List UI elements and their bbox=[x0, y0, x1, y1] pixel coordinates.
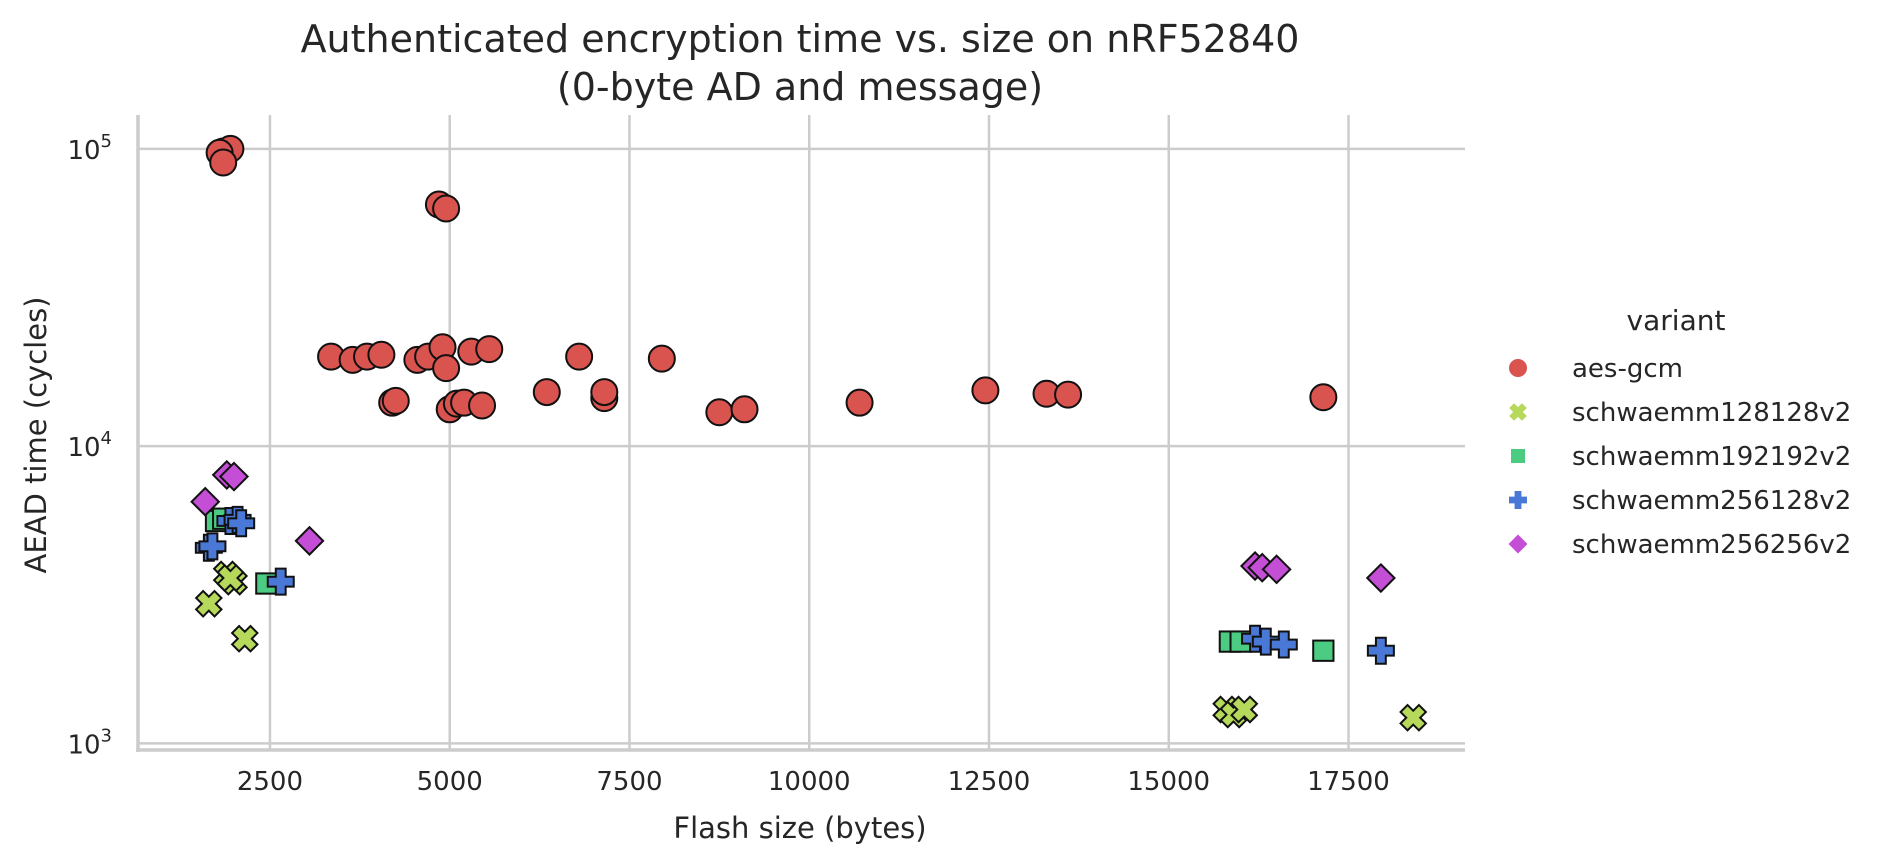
data-point bbox=[227, 509, 256, 538]
x-tick-label: 12500 bbox=[948, 767, 1031, 797]
legend-label: aes-gcm bbox=[1572, 354, 1683, 384]
y-axis-label: AEAD time (cycles) bbox=[19, 297, 53, 574]
legend-entry: schwaemm256128v2 bbox=[1509, 486, 1851, 516]
series-schwaemm128128v2 bbox=[194, 560, 1428, 732]
data-point bbox=[216, 563, 245, 593]
data-point bbox=[198, 532, 227, 561]
series-schwaemm192192v2 bbox=[204, 507, 1335, 662]
data-point bbox=[294, 525, 325, 556]
data-point bbox=[1365, 562, 1396, 594]
legend-label: schwaemm192192v2 bbox=[1572, 442, 1851, 472]
legend-label: schwaemm128128v2 bbox=[1572, 398, 1851, 428]
legend-marker bbox=[1509, 359, 1527, 377]
axes bbox=[136, 115, 1465, 752]
data-point bbox=[1399, 703, 1428, 732]
data-point bbox=[218, 461, 250, 492]
series-aes-gcm bbox=[205, 134, 1338, 427]
legend-entry: aes-gcm bbox=[1509, 354, 1683, 384]
data-point bbox=[367, 340, 396, 369]
data-point bbox=[705, 398, 734, 427]
x-tick-label: 10000 bbox=[768, 767, 851, 797]
data-point bbox=[1312, 639, 1335, 662]
legend-entry: schwaemm256256v2 bbox=[1508, 530, 1851, 560]
x-tick-label: 2500 bbox=[237, 767, 303, 797]
data-point bbox=[590, 378, 619, 407]
data-point bbox=[381, 386, 410, 415]
legend: variant aes-gcm schwaemm128128v2 schwaemm1… bbox=[1508, 304, 1851, 560]
data-point bbox=[1269, 630, 1298, 659]
data-point bbox=[432, 354, 461, 383]
legend-marker bbox=[1509, 403, 1527, 421]
legend-label: schwaemm256128v2 bbox=[1572, 486, 1851, 516]
y-tick-label: 105 bbox=[67, 131, 112, 166]
data-point bbox=[565, 342, 594, 371]
y-tick-labels: 103 104 105 bbox=[67, 131, 112, 761]
data-point bbox=[230, 624, 259, 653]
legend-marker bbox=[1509, 491, 1527, 509]
legend-title: variant bbox=[1627, 304, 1726, 337]
data-point bbox=[1054, 380, 1083, 409]
x-tick-label: 17500 bbox=[1307, 767, 1390, 797]
chart-title: Authenticated encryption time vs. size o… bbox=[301, 17, 1300, 109]
data-point bbox=[730, 395, 759, 424]
data-point bbox=[532, 378, 561, 407]
series-schwaemm256256v2 bbox=[190, 459, 1396, 594]
x-axis-label: Flash size (bytes) bbox=[673, 811, 926, 845]
legend-entry: schwaemm192192v2 bbox=[1510, 442, 1851, 472]
legend-marker bbox=[1508, 534, 1528, 554]
legend-entry: schwaemm128128v2 bbox=[1509, 398, 1851, 428]
y-tick-label: 104 bbox=[67, 428, 112, 463]
data-point bbox=[194, 589, 223, 618]
data-point bbox=[190, 486, 221, 517]
data-point bbox=[1251, 627, 1280, 656]
data-point bbox=[1261, 554, 1292, 585]
x-tick-labels: 2500 5000 7500 10000 12500 15000 17500 bbox=[237, 767, 1390, 797]
x-tick-label: 15000 bbox=[1127, 767, 1210, 797]
legend-label: schwaemm256256v2 bbox=[1572, 530, 1851, 560]
data-point bbox=[1309, 383, 1338, 412]
legend-marker bbox=[1510, 448, 1526, 464]
data-point bbox=[475, 335, 504, 364]
data-point bbox=[971, 376, 1000, 405]
x-tick-label: 5000 bbox=[417, 767, 483, 797]
data-point bbox=[1366, 636, 1395, 665]
data-point bbox=[209, 148, 238, 177]
data-point bbox=[1230, 695, 1259, 724]
data-point bbox=[845, 388, 874, 417]
y-tick-label: 103 bbox=[67, 725, 112, 760]
x-tick-label: 7500 bbox=[596, 767, 662, 797]
chart-title-line-2: (0-byte AD and message) bbox=[557, 65, 1043, 109]
series-schwaemm256128v2 bbox=[194, 505, 1395, 665]
data-point bbox=[432, 194, 461, 223]
data-point bbox=[266, 567, 295, 596]
chart-title-line-1: Authenticated encryption time vs. size o… bbox=[301, 17, 1300, 61]
data-point bbox=[468, 391, 497, 420]
data-points bbox=[190, 134, 1428, 732]
data-point bbox=[647, 344, 676, 373]
